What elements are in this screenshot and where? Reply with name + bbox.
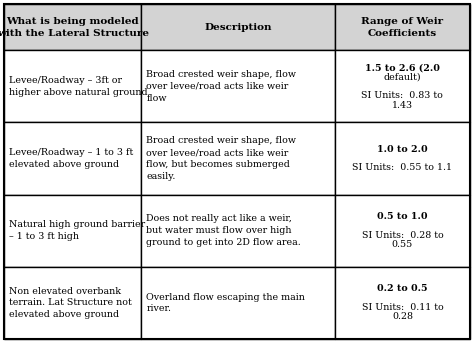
Text: What is being modeled
with the Lateral Structure: What is being modeled with the Lateral S… xyxy=(0,17,149,37)
Text: Description: Description xyxy=(204,23,272,32)
Bar xyxy=(4,267,141,339)
Bar xyxy=(335,4,470,50)
Text: SI Units:  0.55 to 1.1: SI Units: 0.55 to 1.1 xyxy=(353,163,452,173)
Bar xyxy=(335,122,470,194)
Bar xyxy=(141,122,335,194)
Bar xyxy=(141,194,335,267)
Text: Overland flow escaping the main
river.: Overland flow escaping the main river. xyxy=(146,293,305,313)
Bar xyxy=(4,122,141,194)
Bar xyxy=(141,267,335,339)
Text: SI Units:  0.83 to: SI Units: 0.83 to xyxy=(362,91,443,100)
Text: Levee/Roadway – 1 to 3 ft
elevated above ground: Levee/Roadway – 1 to 3 ft elevated above… xyxy=(9,148,133,169)
Bar xyxy=(4,4,141,50)
Bar xyxy=(335,194,470,267)
Text: Broad crested weir shape, flow
over levee/road acts like weir
flow: Broad crested weir shape, flow over leve… xyxy=(146,70,296,103)
Text: 0.28: 0.28 xyxy=(392,312,413,321)
Text: Does not really act like a weir,
but water must flow over high
ground to get int: Does not really act like a weir, but wat… xyxy=(146,214,301,247)
Text: SI Units:  0.11 to: SI Units: 0.11 to xyxy=(362,303,443,312)
Bar xyxy=(141,4,335,50)
Text: default): default) xyxy=(383,72,421,81)
Text: 0.2 to 0.5: 0.2 to 0.5 xyxy=(377,284,428,293)
Text: 1.5 to 2.6 (2.0: 1.5 to 2.6 (2.0 xyxy=(365,63,440,72)
Text: 0.5 to 1.0: 0.5 to 1.0 xyxy=(377,212,428,221)
Text: 1.0 to 2.0: 1.0 to 2.0 xyxy=(377,145,428,154)
Bar xyxy=(4,194,141,267)
Text: Levee/Roadway – 3ft or
higher above natural ground: Levee/Roadway – 3ft or higher above natu… xyxy=(9,76,147,97)
Bar xyxy=(335,267,470,339)
Bar xyxy=(335,50,470,122)
Text: Non elevated overbank
terrain. Lat Structure not
elevated above ground: Non elevated overbank terrain. Lat Struc… xyxy=(9,287,132,319)
Text: 1.43: 1.43 xyxy=(392,100,413,110)
Text: SI Units:  0.28 to: SI Units: 0.28 to xyxy=(362,231,443,240)
Text: 0.55: 0.55 xyxy=(392,240,413,249)
Text: Range of Weir
Coefficients: Range of Weir Coefficients xyxy=(361,17,444,37)
Text: Natural high ground barrier
– 1 to 3 ft high: Natural high ground barrier – 1 to 3 ft … xyxy=(9,220,145,241)
Bar xyxy=(141,50,335,122)
Bar xyxy=(4,50,141,122)
Text: Broad crested weir shape, flow
over levee/road acts like weir
flow, but becomes : Broad crested weir shape, flow over leve… xyxy=(146,136,296,181)
